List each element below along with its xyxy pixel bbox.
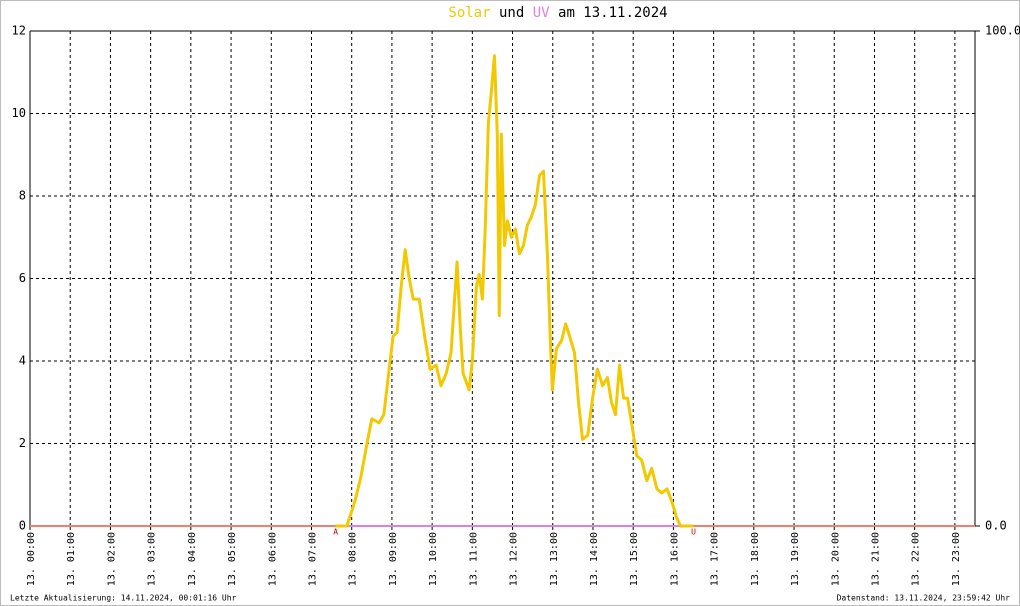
x-tick-label: 13. 02:00 bbox=[106, 532, 117, 586]
y2-tick-label: 100.0 bbox=[985, 24, 1020, 38]
y-tick-label: 12 bbox=[12, 24, 26, 38]
x-tick-label: 13. 22:00 bbox=[911, 532, 922, 586]
y-tick-label: 0 bbox=[19, 519, 26, 533]
x-tick-label: 13. 20:00 bbox=[830, 532, 841, 586]
title-word: und bbox=[499, 5, 524, 21]
x-tick-label: 13. 13:00 bbox=[549, 532, 560, 586]
x-tick-label: 13. 15:00 bbox=[629, 532, 640, 586]
footer-left: Letzte Aktualisierung: 14.11.2024, 00:01… bbox=[10, 594, 237, 603]
y-tick-label: 10 bbox=[12, 106, 26, 120]
title-word: am 13.11.2024 bbox=[558, 5, 668, 21]
x-tick-label: 13. 06:00 bbox=[267, 532, 278, 586]
x-tick-label: 13. 23:00 bbox=[951, 532, 962, 586]
x-tick-label: 13. 12:00 bbox=[509, 532, 520, 586]
x-tick-label: 13. 14:00 bbox=[589, 532, 600, 586]
title-solar: Solar bbox=[448, 5, 490, 21]
y-tick-label: 2 bbox=[19, 436, 26, 450]
y-tick-label: 8 bbox=[19, 189, 26, 203]
x-tick-label: 13. 03:00 bbox=[147, 532, 158, 586]
x-tick-label: 13. 17:00 bbox=[710, 532, 721, 586]
x-tick-label: 13. 11:00 bbox=[468, 532, 479, 586]
x-tick-label: 13. 21:00 bbox=[870, 532, 881, 586]
x-tick-label: 13. 16:00 bbox=[669, 532, 680, 586]
x-tick-label: 13. 09:00 bbox=[388, 532, 399, 586]
y-tick-label: 4 bbox=[19, 354, 26, 368]
annotation: U bbox=[691, 528, 696, 537]
title-uv: UV bbox=[533, 5, 550, 21]
x-tick-label: 13. 07:00 bbox=[307, 532, 318, 586]
x-tick-label: 13. 05:00 bbox=[227, 532, 238, 586]
y2-tick-label: 0.0 bbox=[985, 519, 1007, 533]
x-tick-label: 13. 01:00 bbox=[66, 532, 77, 586]
x-tick-label: 13. 18:00 bbox=[750, 532, 761, 586]
series-line bbox=[335, 54, 694, 528]
footer-right: Datenstand: 13.11.2024, 23:59:42 Uhr bbox=[837, 594, 1011, 603]
x-tick-label: 13. 19:00 bbox=[790, 532, 801, 586]
x-tick-label: 13. 10:00 bbox=[428, 532, 439, 586]
annotation: A bbox=[333, 528, 338, 537]
x-tick-label: 13. 00:00 bbox=[26, 532, 37, 586]
x-tick-label: 13. 08:00 bbox=[348, 532, 359, 586]
x-tick-label: 13. 04:00 bbox=[187, 532, 198, 586]
chart-title: Solar und UV am 13.11.2024 bbox=[448, 5, 667, 21]
y-tick-label: 6 bbox=[19, 271, 26, 285]
